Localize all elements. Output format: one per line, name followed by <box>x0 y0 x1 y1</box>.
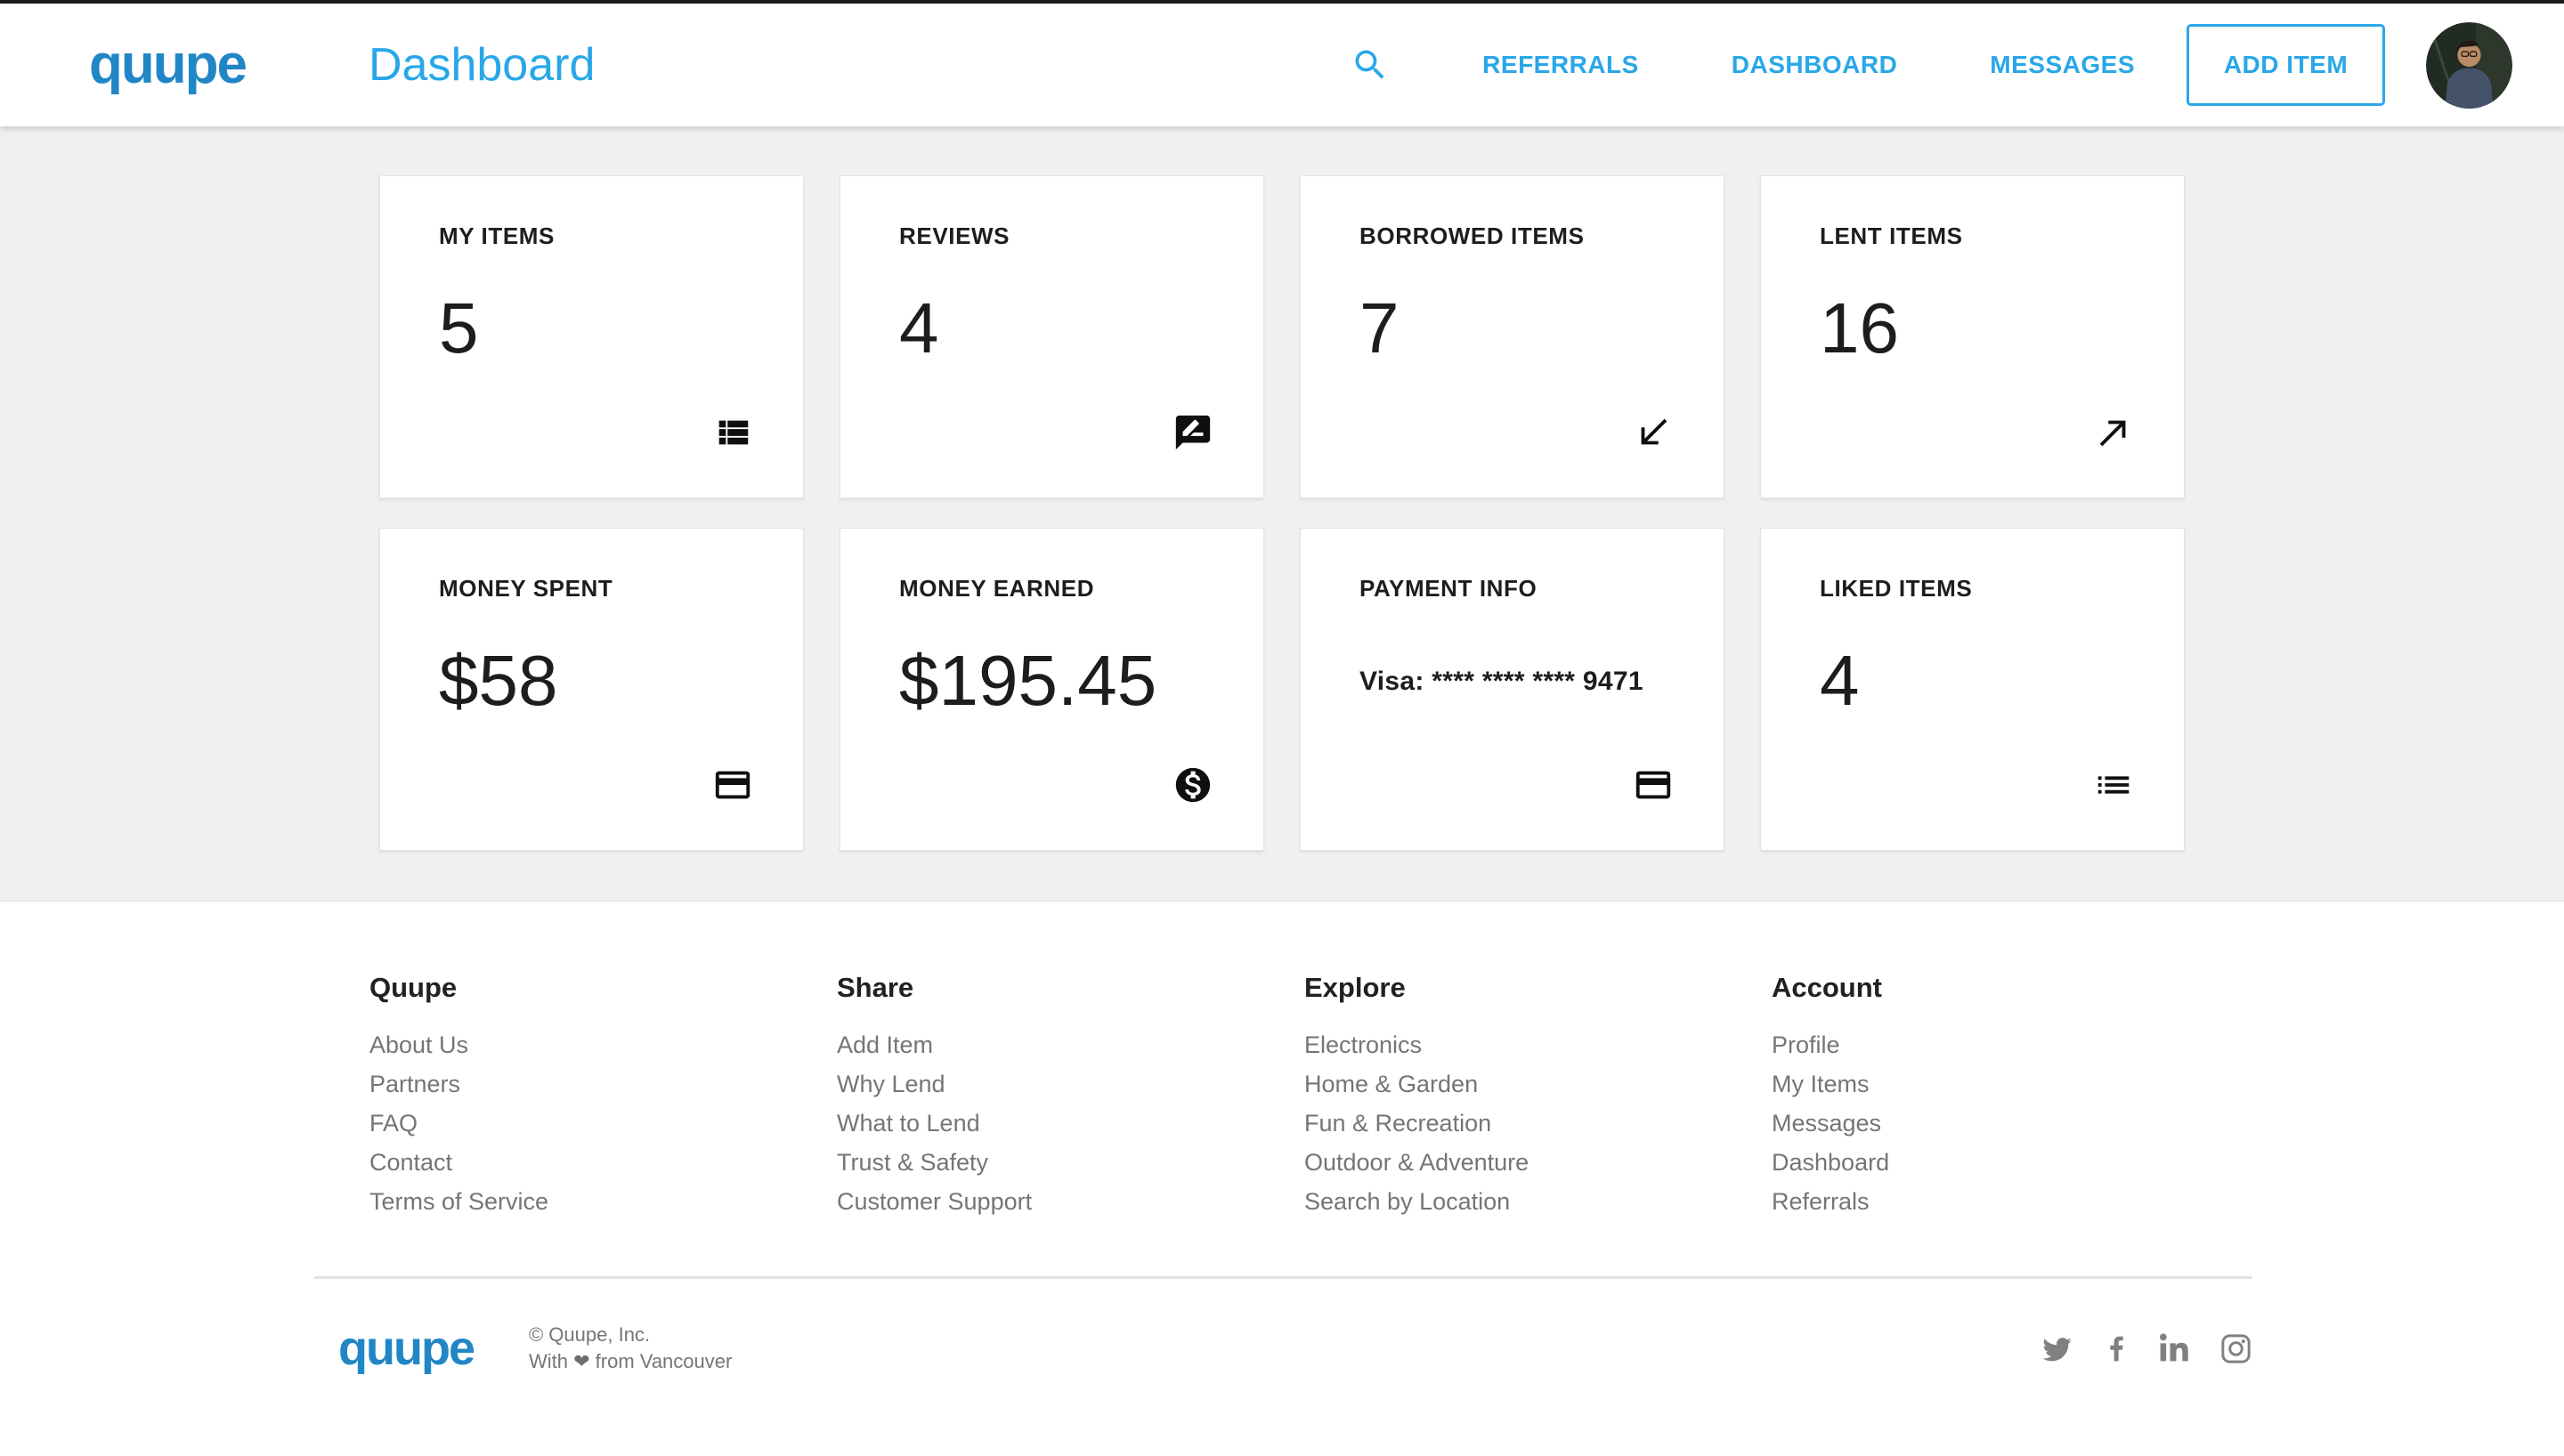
quupe-logo[interactable]: quupe <box>89 34 247 95</box>
footer-link[interactable]: FAQ <box>369 1110 418 1137</box>
footer-column-heading: Account <box>1772 972 1882 1003</box>
dashboard-card[interactable]: BORROWED ITEMS 7 <box>1300 175 1724 498</box>
dashboard-card[interactable]: LENT ITEMS 16 <box>1760 175 2185 498</box>
card-value: 5 <box>439 288 479 368</box>
footer-link[interactable]: Contact <box>369 1149 453 1177</box>
footer-link[interactable]: Profile <box>1772 1031 1840 1059</box>
footer-link[interactable]: About Us <box>369 1031 469 1059</box>
card-title: PAYMENT INFO <box>1359 575 1538 602</box>
footer-divider <box>314 1276 2252 1280</box>
header-nav: REFERRALS DASHBOARD MESSAGES <box>1351 45 2135 85</box>
instagram-icon[interactable] <box>2219 1332 2252 1365</box>
copyright-text: © Quupe, Inc. With ❤ from Vancouver <box>529 1322 732 1375</box>
footer-column-heading: Quupe <box>369 972 458 1003</box>
card-value: 7 <box>1359 288 1400 368</box>
dashboard-card[interactable]: LIKED ITEMS 4 <box>1760 528 2185 851</box>
footer-link[interactable]: My Items <box>1772 1071 1870 1098</box>
footer-link[interactable]: Electronics <box>1304 1031 1423 1059</box>
app-footer: Quupe About Us Partners FAQ Contact Terms of… <box>0 902 2564 1376</box>
copyright-line2: With ❤ from Vancouver <box>528 1350 733 1373</box>
footer-quupe-logo[interactable]: quupe <box>338 1322 475 1376</box>
card-value: $58 <box>439 641 558 721</box>
footer-link[interactable]: Messages <box>1772 1110 1882 1137</box>
card-value: Visa: **** **** **** 9471 <box>1359 667 1643 697</box>
footer-columns: Quupe About Us Partners FAQ Contact Terms of… <box>369 971 2564 1221</box>
dashboard-card[interactable]: MONEY SPENT $58 <box>379 528 804 851</box>
bullet-list-icon <box>2093 764 2134 805</box>
card-title: MONEY SPENT <box>439 575 613 602</box>
heart-icon: ❤ <box>573 1350 590 1373</box>
footer-link[interactable]: Why Lend <box>837 1071 945 1098</box>
footer-link[interactable]: Fun & Recreation <box>1304 1110 1492 1137</box>
footer-link[interactable]: Home & Garden <box>1304 1071 1479 1098</box>
dashboard-main: MY ITEMS 5 REVIEWS 4 BORROWED ITEMS 7 LE… <box>0 126 2564 902</box>
dashboard-card[interactable]: MONEY EARNED $195.45 <box>840 528 1264 851</box>
footer-column: Share Add Item Why Lend What to Lend Trust … <box>837 971 1304 1221</box>
footer-link[interactable]: Outdoor & Adventure <box>1304 1149 1529 1177</box>
page-title: Dashboard <box>368 39 596 91</box>
footer-link[interactable]: Add Item <box>837 1031 934 1059</box>
facebook-icon[interactable] <box>2100 1332 2133 1365</box>
nav-referrals[interactable]: REFERRALS <box>1482 51 1639 78</box>
card-value: 4 <box>1820 641 1860 721</box>
top-accent-bar <box>0 0 2564 4</box>
footer-link[interactable]: Terms of Service <box>369 1188 549 1216</box>
card-title: MONEY EARNED <box>899 575 1095 602</box>
card-title: LENT ITEMS <box>1820 222 1963 249</box>
user-avatar[interactable] <box>2426 21 2512 109</box>
card-value: 4 <box>899 288 939 368</box>
card-title: BORROWED ITEMS <box>1359 222 1585 249</box>
credit-card-icon <box>712 764 753 805</box>
twitter-icon[interactable] <box>2041 1332 2073 1365</box>
dashboard-card[interactable]: REVIEWS 4 <box>840 175 1264 498</box>
footer-link[interactable]: Referrals <box>1772 1188 1870 1216</box>
dashboard-card[interactable]: PAYMENT INFO Visa: **** **** **** 9471 <box>1300 528 1724 851</box>
card-value: 16 <box>1820 288 1899 368</box>
dashboard-card[interactable]: MY ITEMS 5 <box>379 175 804 498</box>
footer-column: Explore Electronics Home & Garden Fun & Re… <box>1304 971 1772 1221</box>
footer-link[interactable]: Search by Location <box>1304 1188 1511 1216</box>
card-title: MY ITEMS <box>439 222 556 249</box>
nav-dashboard[interactable]: DASHBOARD <box>1731 51 1898 78</box>
nav-messages[interactable]: MESSAGES <box>1990 51 2135 78</box>
footer-link[interactable]: Customer Support <box>837 1188 1033 1216</box>
arrow-down-left-icon <box>1633 412 1674 453</box>
footer-column-heading: Share <box>837 972 914 1003</box>
view-list-icon <box>712 412 753 453</box>
arrow-up-right-icon <box>2093 412 2134 453</box>
app-header: quupe Dashboard REFERRALS DASHBOARD MESSAG… <box>0 4 2564 126</box>
footer-link[interactable]: Partners <box>369 1071 461 1098</box>
footer-link[interactable]: Dashboard <box>1772 1149 1890 1177</box>
rate-review-icon <box>1172 412 1213 453</box>
card-title: LIKED ITEMS <box>1820 575 1973 602</box>
footer-column: Quupe About Us Partners FAQ Contact Terms of… <box>369 971 837 1221</box>
footer-bottom: quupe © Quupe, Inc. With ❤ from Vancouve… <box>338 1322 2252 1375</box>
money-circle-icon <box>1172 764 1213 805</box>
footer-column: Account Profile My Items Messages Dashboard… <box>1772 971 2239 1221</box>
social-icons <box>2041 1332 2252 1365</box>
search-icon[interactable] <box>1351 45 1390 85</box>
credit-card-icon <box>1633 764 1674 805</box>
add-item-button[interactable]: ADD ITEM <box>2187 24 2385 106</box>
linkedin-icon[interactable] <box>2160 1332 2193 1365</box>
card-value: $195.45 <box>899 641 1157 721</box>
footer-column-heading: Explore <box>1304 972 1406 1003</box>
cards-grid: MY ITEMS 5 REVIEWS 4 BORROWED ITEMS 7 LE… <box>379 175 2185 851</box>
footer-link[interactable]: Trust & Safety <box>837 1149 989 1177</box>
footer-link[interactable]: What to Lend <box>837 1110 980 1137</box>
card-title: REVIEWS <box>899 222 1010 249</box>
copyright-line1: © Quupe, Inc. <box>528 1323 651 1347</box>
